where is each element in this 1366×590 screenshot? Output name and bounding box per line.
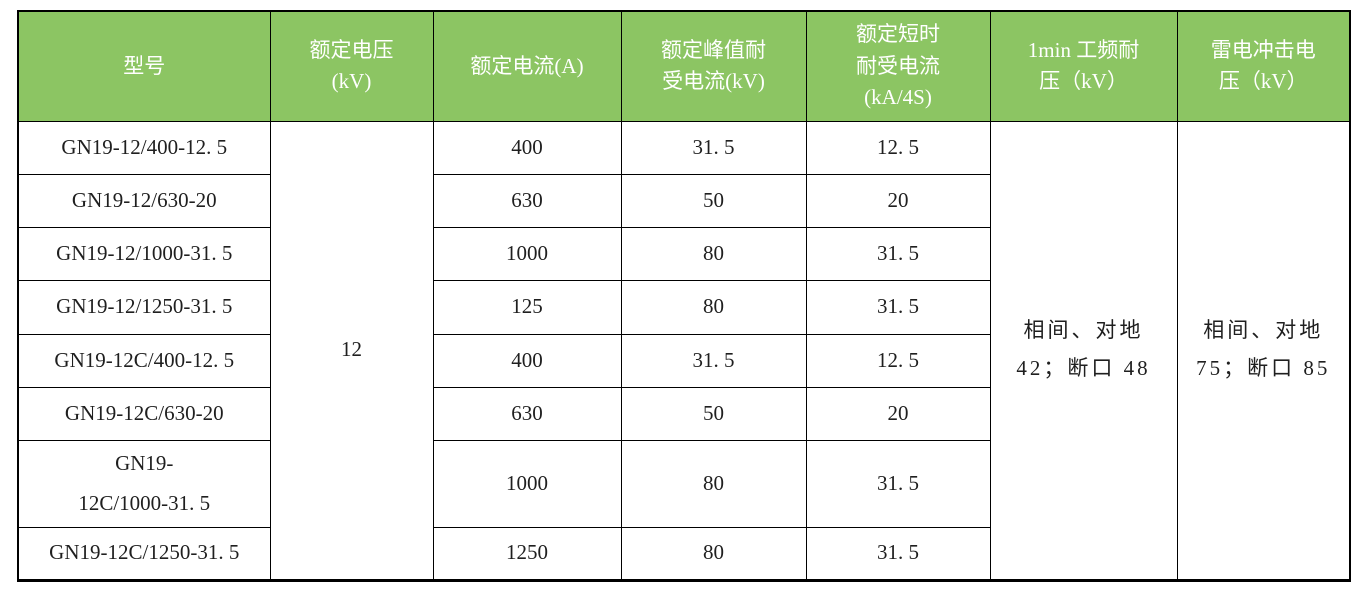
peak-current-cell: 80 bbox=[620, 439, 807, 528]
table-row: GN19-12/630-20 630 50 20 bbox=[17, 173, 1350, 228]
table-row: GN19-12/1000-31. 5 1000 80 31. 5 bbox=[17, 226, 1350, 281]
current-cell: 1250 bbox=[432, 526, 622, 581]
peak-current-cell: 31. 5 bbox=[620, 333, 807, 388]
header-cell-lightning-impulse: 雷电冲击电 压（kV） bbox=[1176, 10, 1351, 122]
model-cell: GN19-12C/630-20 bbox=[17, 386, 271, 441]
model-cell: GN19-12/1250-31. 5 bbox=[17, 279, 271, 335]
short-time-current-cell: 31. 5 bbox=[805, 226, 991, 281]
current-cell: 400 bbox=[432, 120, 622, 175]
peak-current-cell: 80 bbox=[620, 526, 807, 581]
short-time-current-cell: 20 bbox=[805, 386, 991, 441]
spec-table: 型号 额定电压 (kV) 额定电流(A) 额定峰值耐 受电流(kV) 额定短时 … bbox=[17, 10, 1351, 582]
short-time-current-cell: 31. 5 bbox=[805, 279, 991, 335]
table-row: GN19-12C/1250-31. 5 1250 80 31. 5 bbox=[17, 526, 1350, 581]
table-row: GN19- 12C/1000-31. 5 1000 80 31. 5 bbox=[17, 439, 1350, 528]
power-frequency-merged-cell: 相间、对地 42；断口 48 bbox=[989, 120, 1178, 581]
peak-current-cell: 50 bbox=[620, 386, 807, 441]
model-cell: GN19-12C/1250-31. 5 bbox=[17, 526, 271, 581]
short-time-current-cell: 31. 5 bbox=[805, 526, 991, 581]
header-cell-peak-withstand-current: 额定峰值耐 受电流(kV) bbox=[620, 10, 807, 122]
lightning-impulse-merged-cell: 相间、对地 75；断口 85 bbox=[1176, 120, 1351, 581]
header-row: 型号 额定电压 (kV) 额定电流(A) 额定峰值耐 受电流(kV) 额定短时 … bbox=[17, 10, 1351, 122]
current-cell: 630 bbox=[432, 173, 622, 228]
header-cell-short-time-withstand-current: 额定短时 耐受电流 (kA/4S) bbox=[805, 10, 991, 122]
short-time-current-cell: 31. 5 bbox=[805, 439, 991, 528]
header-cell-model: 型号 bbox=[17, 10, 271, 122]
current-cell: 1000 bbox=[432, 226, 622, 281]
peak-current-cell: 31. 5 bbox=[620, 120, 807, 175]
model-cell: GN19-12/1000-31. 5 bbox=[17, 226, 271, 281]
table-row: GN19-12C/630-20 630 50 20 bbox=[17, 386, 1350, 441]
model-cell: GN19-12/630-20 bbox=[17, 173, 271, 228]
current-cell: 1000 bbox=[432, 439, 622, 528]
peak-current-cell: 80 bbox=[620, 226, 807, 281]
header-cell-power-frequency-withstand: 1min 工频耐 压（kV） bbox=[989, 10, 1178, 122]
current-cell: 630 bbox=[432, 386, 622, 441]
short-time-current-cell: 12. 5 bbox=[805, 120, 991, 175]
peak-current-cell: 50 bbox=[620, 173, 807, 228]
short-time-current-cell: 20 bbox=[805, 173, 991, 228]
model-cell: GN19- 12C/1000-31. 5 bbox=[17, 439, 271, 528]
rated-voltage-merged-cell: 12 bbox=[269, 120, 434, 581]
current-cell: 400 bbox=[432, 333, 622, 388]
table-row: GN19-12/400-12. 5 12 400 31. 5 12. 5 相间、… bbox=[17, 120, 1351, 581]
header-cell-rated-voltage: 额定电压 (kV) bbox=[269, 10, 434, 122]
header-cell-rated-current: 额定电流(A) bbox=[432, 10, 622, 122]
current-cell: 125 bbox=[432, 279, 622, 335]
table-row: GN19-12/1250-31. 5 125 80 31. 5 bbox=[17, 279, 1350, 335]
table-row: GN19-12C/400-12. 5 400 31. 5 12. 5 bbox=[17, 333, 1350, 388]
peak-current-cell: 80 bbox=[620, 279, 807, 335]
model-cell: GN19-12/400-12. 5 bbox=[17, 120, 271, 175]
short-time-current-cell: 12. 5 bbox=[805, 333, 991, 388]
model-cell: GN19-12C/400-12. 5 bbox=[17, 333, 271, 388]
